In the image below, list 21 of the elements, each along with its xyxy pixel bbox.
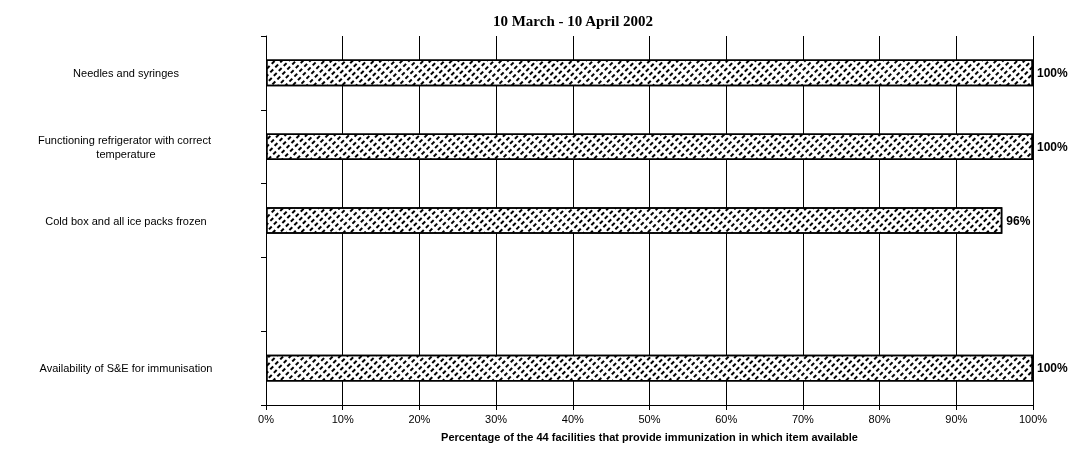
x-tick-label: 30% bbox=[485, 412, 508, 425]
x-tick-label: 20% bbox=[408, 412, 431, 425]
x-tick-label: 10% bbox=[331, 412, 354, 425]
x-tick-label: 100% bbox=[1018, 412, 1048, 425]
y-tick-label: Cold box and all ice packs frozen bbox=[45, 214, 207, 227]
y-tick-label: Functioning refrigerator with correct temperature bbox=[37, 133, 215, 160]
chart-title: 10 March - 10 April 2002 bbox=[492, 12, 654, 29]
x-tick-label: 70% bbox=[791, 412, 815, 425]
x-tick-label: 60% bbox=[715, 412, 738, 425]
data-label: 100% bbox=[1037, 361, 1069, 376]
y-tick-label: Needles and syringes bbox=[73, 66, 180, 79]
x-tick-label: 50% bbox=[638, 412, 661, 425]
y-tick-label: Availability of S&E for immunisation bbox=[39, 362, 213, 375]
x-tick-label: 90% bbox=[945, 412, 968, 425]
data-label: 100% bbox=[1037, 139, 1069, 154]
x-tick-label: 0% bbox=[258, 412, 275, 425]
data-label: 96% bbox=[1006, 213, 1031, 228]
x-tick-label: 40% bbox=[561, 412, 585, 425]
data-label: 100% bbox=[1037, 65, 1069, 80]
x-tick-label: 80% bbox=[868, 412, 891, 425]
x-axis-title: Percentage of the 44 facilities that provide immunization in which item available bbox=[441, 430, 858, 443]
